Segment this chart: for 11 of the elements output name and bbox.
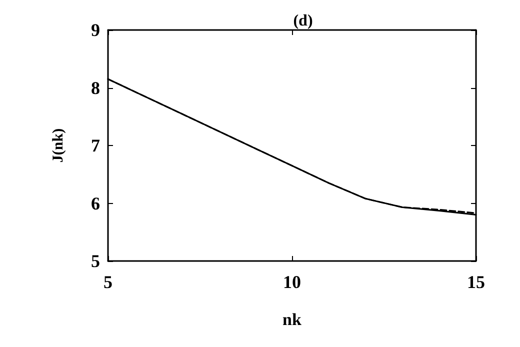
y-tick-label: 8 [91,78,100,98]
y-tick-label: 7 [91,136,100,156]
y-tick-label: 6 [91,193,100,214]
y-tick-label: 9 [91,20,100,40]
x-tick-label: 5 [104,272,112,292]
chart-title: (d) [293,12,313,30]
x-axis-title: nk [282,310,302,329]
x-tick-label: 15 [467,272,485,292]
y-axis-title: J(nk) [50,128,66,163]
x-tick-label: 10 [283,272,301,292]
y-tick-label: 5 [91,251,100,271]
